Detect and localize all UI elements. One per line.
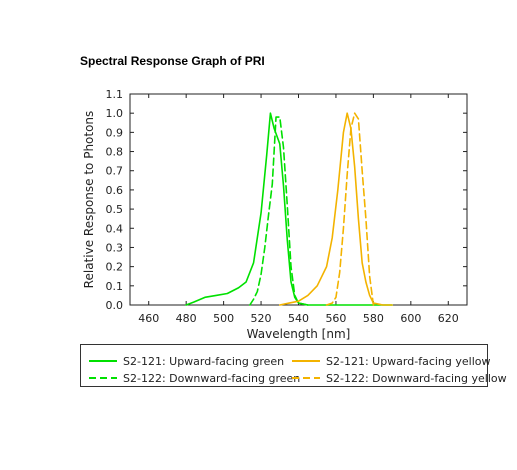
y-tick-label: 1.0 [106,107,124,120]
x-tick-label: 480 [176,312,197,325]
legend-swatch-upward-yellow [292,360,320,362]
y-tick-label: 0.7 [106,165,124,178]
x-tick-label: 520 [251,312,272,325]
legend: S2-121: Upward-facing green S2-122: Down… [80,344,507,387]
legend-swatch-downward-yellow [292,377,320,379]
x-tick-label: 500 [213,312,234,325]
x-tick-label: 600 [400,312,421,325]
x-axis-label: Wavelength [nm] [247,327,351,341]
chart-title: Spectral Response Graph of PRI [80,54,265,68]
x-tick-label: 620 [438,312,459,325]
legend-label-downward-green: S2-122: Downward-facing green [123,371,301,385]
series-line-1 [249,116,309,306]
series-line-0 [185,112,393,306]
y-axis-label: Relative Response to Photons [82,111,96,289]
y-tick-label: 0.6 [106,184,124,197]
x-tick-label: 540 [288,312,309,325]
series-line-2 [278,112,393,306]
legend-label-upward-green: S2-121: Upward-facing green [123,354,285,368]
y-tick-label: 0.3 [106,241,124,254]
y-tick-label: 0.0 [106,299,124,312]
y-tick-label: 0.4 [106,222,124,235]
x-tick-label: 560 [325,312,346,325]
legend-item-downward-green: S2-122: Downward-facing green [89,370,300,386]
y-tick-label: 0.5 [106,203,124,216]
x-tick-label: 580 [363,312,384,325]
y-tick-label: 0.2 [106,261,124,274]
legend-item-upward-yellow: S2-121: Upward-facing yellow [292,353,490,369]
legend-item-downward-yellow: S2-122: Downward-facing yellow [292,370,507,386]
legend-label-downward-yellow: S2-122: Downward-facing yellow [326,371,507,385]
x-tick-label: 460 [138,312,159,325]
legend-swatch-upward-green [89,360,117,362]
series-line-3 [325,112,375,306]
legend-swatch-downward-green [89,377,117,379]
y-tick-label: 0.9 [106,126,124,139]
legend-item-upward-green: S2-121: Upward-facing green [89,353,284,369]
y-tick-label: 0.8 [106,146,124,159]
plot-frame [129,93,468,306]
y-tick-label: 1.1 [106,88,124,101]
legend-label-upward-yellow: S2-121: Upward-facing yellow [326,354,491,368]
y-tick-label: 0.1 [106,280,124,293]
